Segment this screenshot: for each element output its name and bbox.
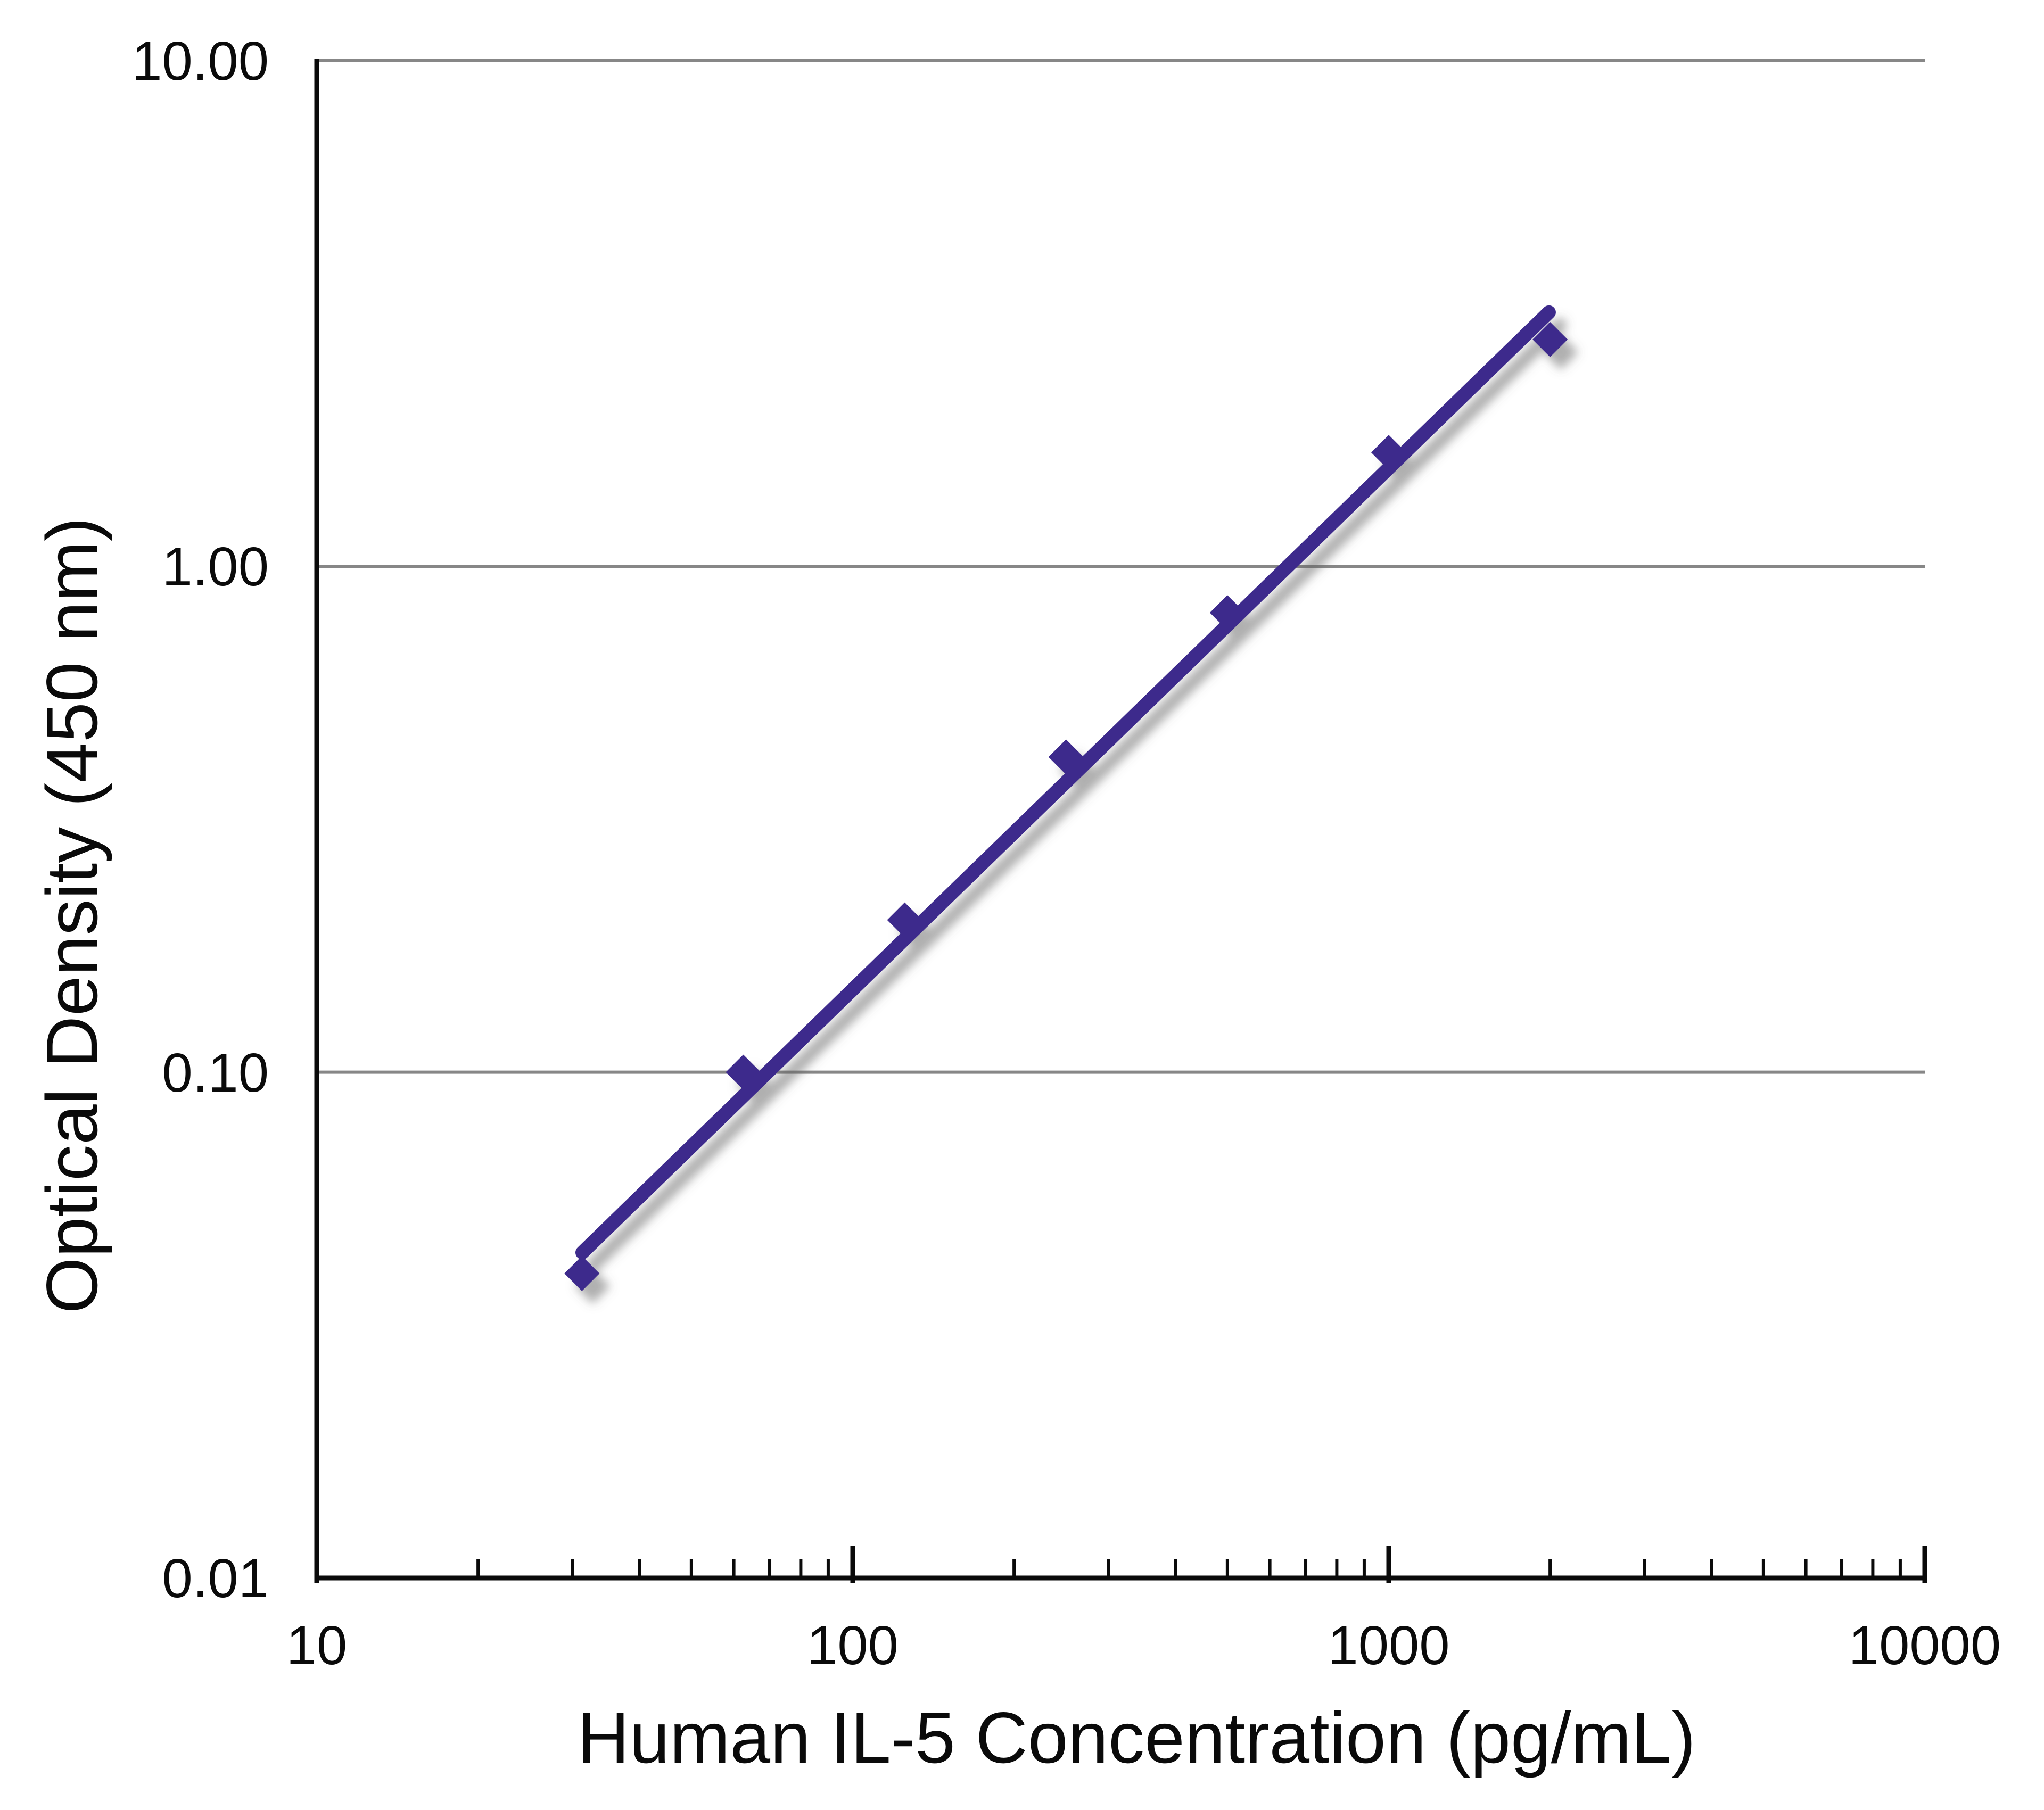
x-tick-label-10: 10 (286, 1615, 348, 1676)
y-tick-label-0p1: 0.10 (162, 1042, 269, 1103)
y-axis-title: Optical Density (450 nm) (31, 517, 112, 1314)
data-point-marker (1532, 321, 1568, 357)
gridlines (317, 59, 1925, 1074)
x-tick-label-1000: 1000 (1328, 1615, 1450, 1676)
x-tick-label-10000: 10000 (1848, 1615, 2001, 1676)
y-tick-label-0p01: 0.01 (162, 1548, 269, 1609)
x-axis-title: Human IL-5 Concentration (pg/mL) (577, 1697, 1696, 1778)
y-tick-label-10: 10.00 (131, 30, 269, 92)
axes (314, 59, 1927, 1583)
y-tick-label-1: 1.00 (162, 536, 269, 598)
trend-line (575, 305, 1556, 1260)
data-series (564, 305, 1568, 1291)
data-point-marker (564, 1255, 600, 1291)
x-tick-label-100: 100 (807, 1615, 899, 1676)
